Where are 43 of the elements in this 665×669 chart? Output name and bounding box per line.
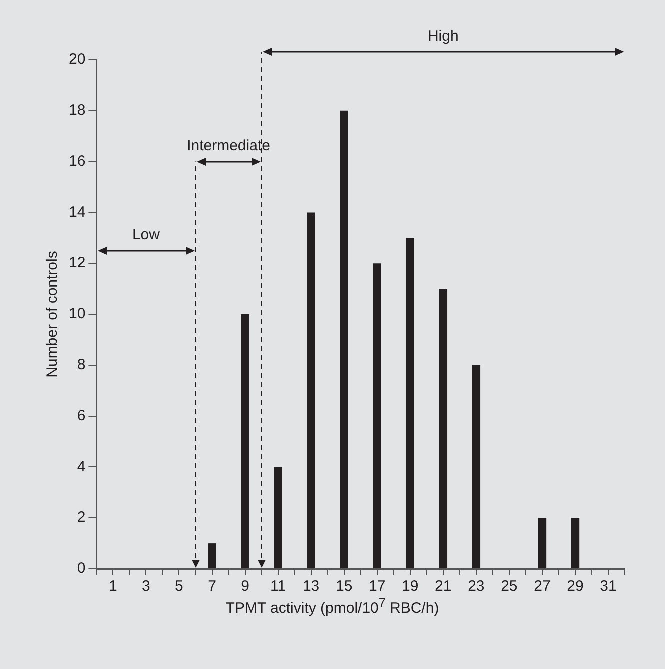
annotation: Intermediate [187, 137, 270, 154]
bar [208, 544, 216, 568]
y-tick-label: 4 [77, 458, 86, 476]
x-axis-title: TPMT activity (pmol/10$^{7}$ RBC/h) [224, 596, 440, 617]
y-tick-label: 8 [77, 356, 86, 374]
x-tick-label: 3 [142, 578, 150, 596]
bar [571, 518, 580, 568]
x-tick-label: 13 [302, 578, 320, 596]
bar [274, 467, 282, 568]
y-tick-label: 12 [68, 254, 86, 272]
bar [406, 238, 414, 568]
y-tick-label: 0 [77, 560, 86, 578]
x-tick-label: 23 [468, 578, 485, 596]
x-tick-label: 17 [369, 578, 386, 596]
x-tick-label: 11 [270, 578, 286, 596]
x-tick-label: 21 [435, 578, 452, 596]
x-tick-label: 9 [241, 578, 250, 596]
text: High [428, 28, 459, 46]
bar [241, 314, 250, 568]
y-tick-label: 10 [68, 306, 86, 323]
bar [439, 289, 448, 568]
y-tick-label: 6 [77, 407, 86, 424]
x-tick-label: 19 [402, 578, 419, 596]
x-tick-label: 5 [175, 578, 184, 596]
x-tick-label: 1 [109, 578, 118, 596]
y-tick-label: 18 [68, 102, 86, 120]
y-axis-title: Number of controls [44, 251, 62, 378]
bar [472, 365, 481, 568]
bar [307, 212, 316, 568]
x-tick-label: 25 [501, 578, 518, 596]
x-tick-label: 31 [600, 578, 617, 596]
x-tick-label: 7 [208, 578, 216, 596]
y-tick-label: 14 [68, 204, 86, 221]
annotation: Low [132, 226, 160, 244]
x-tick-label: 15 [336, 578, 353, 596]
y-tick-label: 20 [68, 51, 86, 68]
x-tick-label: 29 [567, 578, 584, 596]
y-tick-label: 2 [77, 509, 86, 526]
bar [340, 110, 348, 568]
bar [373, 264, 382, 568]
y-tick-label: 16 [68, 152, 86, 170]
x-tick-label: 27 [534, 578, 551, 596]
bar [538, 518, 547, 568]
